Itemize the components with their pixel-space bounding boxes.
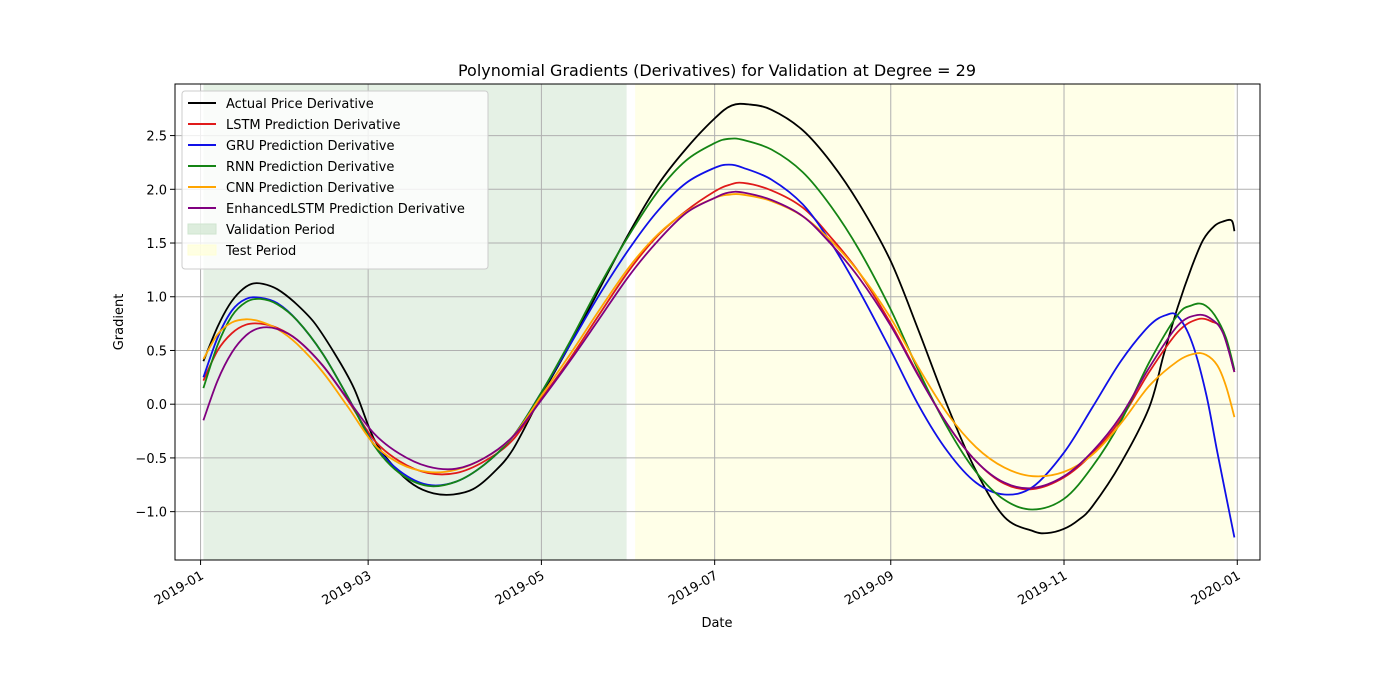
legend-label: Validation Period	[226, 223, 335, 238]
legend-label: LSTM Prediction Derivative	[226, 118, 401, 133]
legend: Actual Price Derivative LSTM Prediction D…	[181, 90, 489, 270]
actual-price-derivative-line	[202, 102, 1236, 535]
legend-box	[181, 90, 489, 270]
series-lines	[202, 102, 1236, 538]
y-tick-label: 2.5	[146, 130, 167, 145]
y-tick-label: 2.0	[146, 183, 167, 198]
rnn-prediction-derivative-line	[202, 137, 1236, 511]
enhancedlstm-prediction-derivative-line	[202, 190, 1236, 490]
y-tick-label: 1.5	[146, 237, 167, 252]
y-axis-label: Gradient	[112, 294, 127, 351]
legend-label: GRU Prediction Derivative	[226, 139, 395, 154]
x-axis-label: Date	[701, 616, 732, 631]
y-tick-label: 0.0	[146, 398, 167, 413]
legend-label: Test Period	[225, 244, 296, 259]
legend-swatch	[187, 244, 217, 256]
legend-label: EnhancedLSTM Prediction Derivative	[226, 202, 465, 217]
y-tick-label: −0.5	[135, 452, 167, 467]
chart-title: Polynomial Gradients (Derivatives) for V…	[458, 61, 976, 80]
legend-label: RNN Prediction Derivative	[226, 160, 394, 175]
legend-label: CNN Prediction Derivative	[226, 181, 394, 196]
plot-frame	[174, 83, 1261, 561]
test-period-region	[635, 84, 1235, 560]
y-tick-label: −1.0	[135, 506, 167, 521]
legend-swatch	[187, 223, 217, 235]
cnn-prediction-derivative-line	[202, 193, 1236, 478]
y-tick-label: 1.0	[146, 291, 167, 306]
legend-label: Actual Price Derivative	[226, 97, 374, 112]
y-tick-label: 0.5	[146, 344, 167, 359]
